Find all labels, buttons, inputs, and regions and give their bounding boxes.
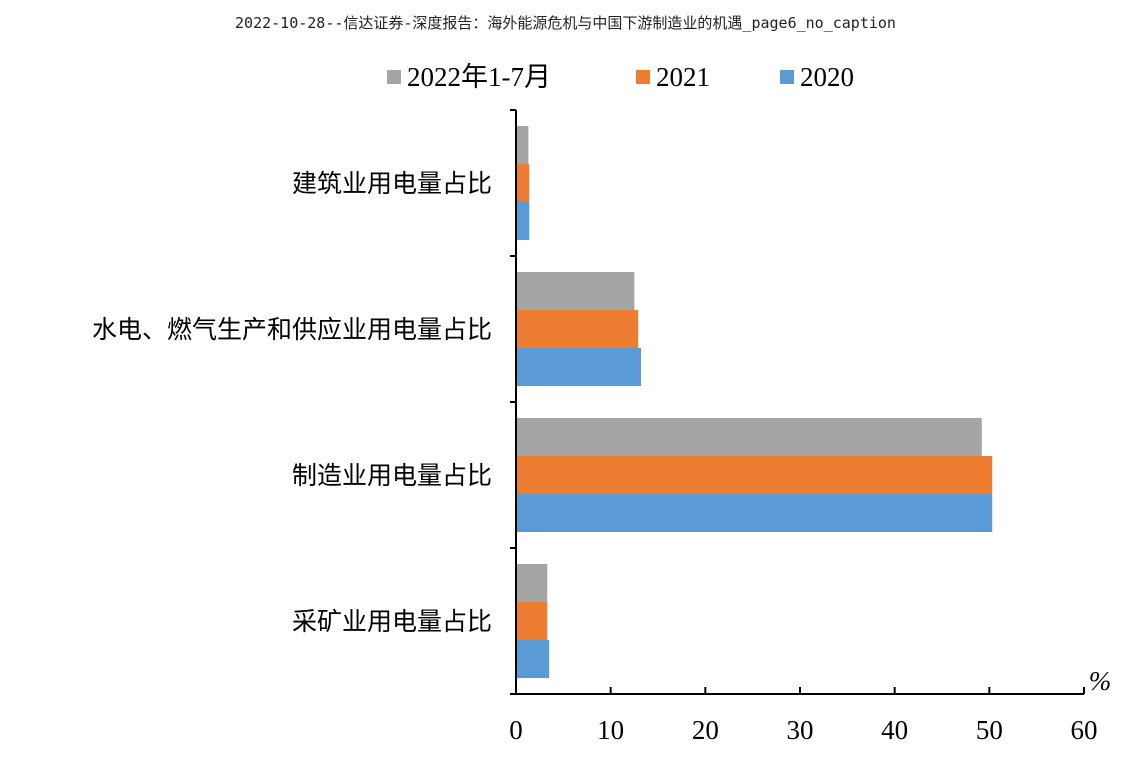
bar bbox=[517, 164, 530, 202]
x-unit-label: % bbox=[1089, 666, 1112, 696]
x-tick-label: 60 bbox=[1071, 715, 1098, 745]
category-label: 水电、燃气生产和供应业用电量占比 bbox=[92, 315, 492, 344]
bar bbox=[517, 418, 982, 456]
legend-swatch bbox=[780, 70, 794, 84]
x-tick-label: 20 bbox=[692, 715, 719, 745]
bar bbox=[517, 348, 642, 386]
legend-label: 2022年1-7月 bbox=[407, 62, 551, 92]
bar bbox=[517, 310, 639, 348]
bar bbox=[517, 456, 993, 494]
axes bbox=[510, 109, 1085, 695]
legend-label: 2020 bbox=[800, 62, 854, 92]
x-tick-label: 30 bbox=[787, 715, 814, 745]
bar bbox=[517, 202, 530, 240]
category-label: 制造业用电量占比 bbox=[292, 461, 492, 490]
bar bbox=[517, 494, 993, 532]
legend-label: 2021 bbox=[656, 62, 710, 92]
bar bbox=[517, 126, 529, 164]
legend-swatch bbox=[636, 70, 650, 84]
x-tick-label: 50 bbox=[976, 715, 1003, 745]
legend: 2022年1-7月 2021 2020 bbox=[387, 62, 854, 92]
bar bbox=[517, 272, 635, 310]
x-tick-labels: 0 10 20 30 40 50 60 bbox=[509, 715, 1097, 745]
bar bbox=[517, 602, 548, 640]
bars bbox=[517, 126, 993, 678]
bar bbox=[517, 564, 548, 602]
x-tick-label: 10 bbox=[597, 715, 624, 745]
x-tick-label: 40 bbox=[881, 715, 908, 745]
category-label: 建筑业用电量占比 bbox=[292, 169, 492, 198]
legend-swatch bbox=[387, 70, 401, 84]
bar bbox=[517, 640, 550, 678]
page-title: 2022-10-28--信达证券-深度报告：海外能源危机与中国下游制造业的机遇_… bbox=[235, 14, 896, 32]
x-tick-label: 0 bbox=[509, 715, 523, 745]
category-label: 采矿业用电量占比 bbox=[292, 607, 492, 636]
